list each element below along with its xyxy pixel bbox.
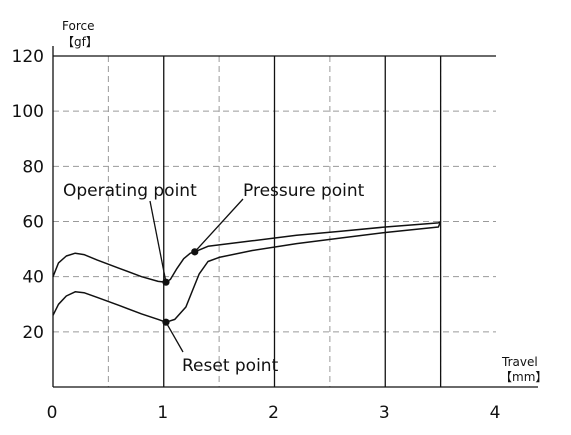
y-axis-unit: 【gf】 [62,35,98,49]
y-axis-label: Force [62,19,94,33]
x-tick-label: 3 [379,403,390,423]
press-curve [52,220,442,283]
curves [52,220,442,323]
leader-line [165,321,184,353]
operating-point-label: Operating point [63,181,197,201]
y-tick-label: 120 [12,47,44,67]
x-tick-label: 0 [47,403,58,423]
reset-point-label: Reset point [182,356,279,376]
operating-point-marker [162,278,170,286]
x-tick-labels: 0 1 2 3 4 [47,403,501,423]
pressure-point-label: Pressure point [243,181,365,201]
axes [52,46,538,388]
y-tick-labels: 20 40 60 80 100 120 [12,47,44,343]
marked-points [162,248,199,326]
y-tick-label: 80 [22,157,44,177]
x-axis-label: Travel [501,355,538,369]
grid-lines [53,55,496,387]
y-tick-label: 60 [22,213,44,233]
leader-line [194,198,244,253]
x-tick-label: 4 [490,403,501,423]
x-tick-label: 1 [157,403,168,423]
pressure-point-marker [191,248,199,256]
annotations [149,198,244,353]
return-curve [52,221,442,323]
leader-line [149,200,167,283]
x-tick-label: 2 [268,403,279,423]
y-tick-label: 40 [22,268,44,288]
reset-point-marker [162,318,170,326]
y-tick-label: 20 [22,323,44,343]
x-axis-unit: 【mm】 [500,370,547,384]
y-tick-label: 100 [12,102,44,122]
